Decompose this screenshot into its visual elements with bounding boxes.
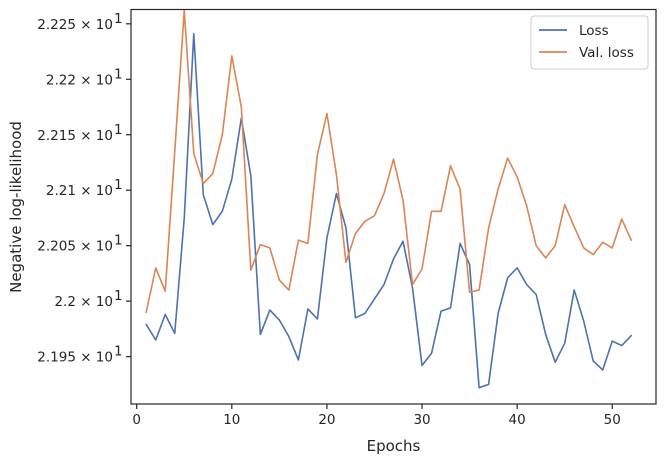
plot-frame (130, 8, 657, 405)
y-tick-label: 2.22 × 10 (46, 72, 113, 88)
y-axis-title: Negative log-likelihood (7, 121, 25, 293)
x-tick-label: 30 (413, 412, 430, 428)
x-axis-title: Epochs (367, 437, 421, 455)
y-tick-exponent: 1 (114, 233, 123, 249)
series-line-val-loss (145, 9, 633, 314)
y-tick-label: 2.215 × 10 (37, 128, 113, 144)
x-tick-label: 20 (318, 412, 335, 428)
legend: Loss Val. loss (530, 15, 649, 70)
y-tick-label: 2.21 × 10 (46, 183, 113, 199)
series-layer (145, 9, 633, 389)
y-tick-label: 2.205 × 10 (37, 239, 113, 255)
x-tick-label: 50 (604, 412, 621, 428)
y-tick-exponent: 1 (114, 11, 123, 27)
ticks-layer: 0 10 20 30 40 502.195 × 10 12.2 × 10 12.205 × 1… (37, 11, 621, 428)
y-tick-exponent: 1 (114, 344, 123, 360)
y-tick-exponent: 1 (114, 288, 123, 304)
y-tick-label: 2.225 × 10 (37, 17, 113, 33)
x-tick-label: 10 (223, 412, 240, 428)
legend-label: Loss (579, 23, 609, 39)
x-tick-label: 0 (132, 412, 141, 428)
x-tick-label: 40 (509, 412, 526, 428)
y-tick-exponent: 1 (114, 66, 123, 82)
series-line-loss (145, 32, 633, 389)
legend-label: Val. loss (579, 45, 634, 61)
y-tick-label: 2.195 × 10 (37, 350, 113, 366)
y-tick-exponent: 1 (114, 177, 123, 193)
y-tick-label: 2.2 × 10 (54, 294, 113, 310)
y-tick-exponent: 1 (114, 122, 123, 138)
